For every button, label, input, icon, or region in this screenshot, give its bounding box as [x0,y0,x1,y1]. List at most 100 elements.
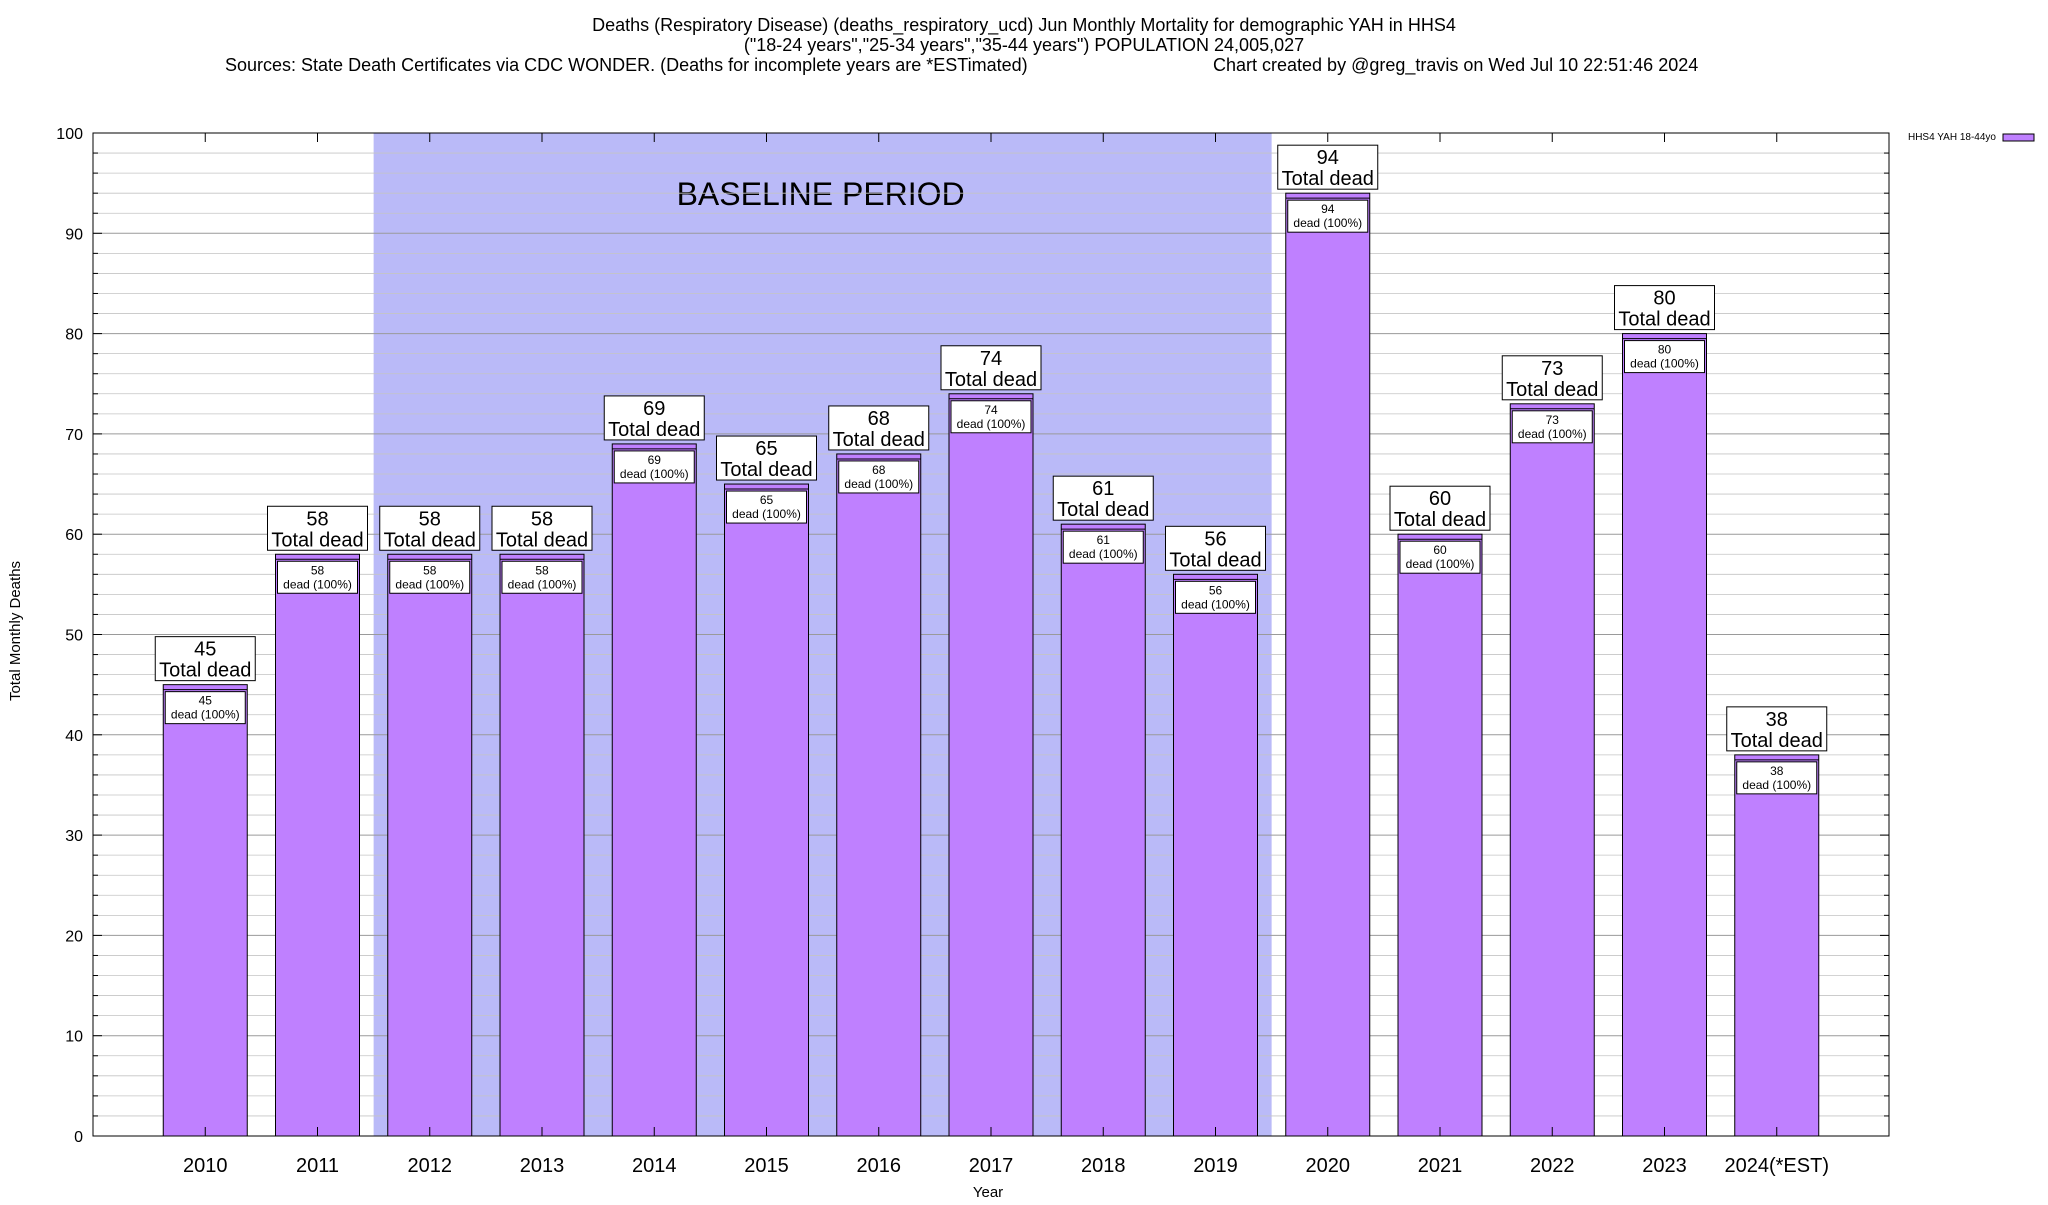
inner-label-box [1175,580,1256,614]
total-value-label: 74 [980,348,1002,370]
y-tick-label: 100 [56,126,83,143]
baseline-label: BASELINE PERIOD [677,176,965,212]
total-text-label: Total dead [384,529,476,551]
bar [1285,192,1371,1137]
total-value-label: 58 [419,508,441,530]
total-text-label: Total dead [496,529,588,551]
x-tick-label: 2019 [1193,1155,1238,1177]
inner-label-box [1624,340,1705,374]
x-tick-label: 2012 [408,1155,453,1177]
x-tick-label: 2023 [1642,1155,1687,1177]
inner-value-label: 73 [1546,413,1560,427]
legend-label: HHS4 YAH 18-44yo [1908,132,1996,143]
chart-title: Deaths (Respiratory Disease) (deaths_res… [592,15,1456,36]
total-text-label: Total dead [1169,549,1261,571]
total-value-label: 73 [1541,358,1563,380]
bar [387,553,473,1137]
bar [948,393,1034,1137]
inner-label-box [726,490,807,524]
x-tick-label: 2022 [1530,1155,1575,1177]
inner-percent-label: dead (100%) [1742,778,1811,792]
total-text-label: Total dead [159,660,251,682]
inner-value-label: 61 [1097,533,1111,547]
y-tick-label: 50 [65,628,83,645]
inner-percent-label: dead (100%) [1293,216,1362,230]
x-axis-label: Year [973,1184,1003,1200]
total-text-label: Total dead [271,529,363,551]
total-text-label: Total dead [608,419,700,441]
total-label-box [603,395,705,441]
total-text-label: Total dead [1506,379,1598,401]
inner-percent-label: dead (100%) [1181,597,1250,611]
chart-header: Deaths (Respiratory Disease) (deaths_res… [225,15,1698,76]
total-value-label: 38 [1766,709,1788,731]
total-value-label: 45 [194,639,216,661]
bar [162,684,248,1137]
inner-percent-label: dead (100%) [957,417,1026,431]
total-value-label: 56 [1204,528,1226,550]
inner-percent-label: dead (100%) [1630,357,1699,371]
inner-label-box [1511,410,1593,444]
chart-sources: Sources: State Death Certificates via CD… [225,55,1028,75]
x-tick-label: 2024(*EST) [1725,1155,1830,1177]
total-value-label: 65 [755,438,777,460]
total-label-box [716,435,817,481]
y-tick-label: 90 [65,226,83,243]
bar [1734,754,1820,1137]
bar [1509,403,1595,1137]
total-label-box [154,636,256,682]
chart-subtitle: ("18-24 years","25-34 years","35-44 year… [744,35,1304,55]
x-tick-label: 2020 [1306,1155,1351,1177]
total-value-label: 58 [531,508,553,530]
inner-value-label: 68 [872,463,886,477]
inner-value-label: 38 [1770,764,1784,778]
inner-percent-label: dead (100%) [1518,427,1587,441]
bar [1397,533,1483,1137]
total-text-label: Total dead [720,459,812,481]
inner-value-label: 80 [1658,343,1672,357]
total-label-box [1389,485,1491,531]
bar [836,453,922,1137]
inner-value-label: 58 [423,563,437,577]
inner-percent-label: dead (100%) [283,577,352,591]
total-value-label: 60 [1429,488,1451,510]
legend: HHS4 YAH 18-44yo [1908,132,2035,143]
inner-value-label: 65 [760,493,774,507]
total-label-box [1726,706,1828,752]
inner-value-label: 45 [199,694,213,708]
y-tick-label: 70 [65,427,83,444]
x-tick-label: 2011 [296,1155,339,1177]
inner-label-box [1287,199,1369,233]
axes: 0 10 20 30 40 50 60 70 80 90 100 2010 2011 2012 2013 20… [56,126,1889,1177]
inner-label-box [1062,530,1144,564]
bar [724,483,809,1137]
total-label-box [1165,525,1266,571]
x-tick-label: 2010 [183,1155,228,1177]
total-value-label: 58 [306,508,328,530]
total-text-label: Total dead [945,369,1037,391]
total-value-label: 68 [868,408,890,430]
legend-swatch [2002,133,2035,142]
inner-value-label: 74 [984,403,998,417]
total-label-box [491,505,593,551]
bar [275,553,360,1137]
total-text-label: Total dead [1282,168,1374,190]
x-tick-label: 2021 [1418,1155,1463,1177]
y-tick-label: 60 [65,527,83,544]
chart-credit: Chart created by @greg_travis on Wed Jul… [1213,55,1698,76]
inner-label-box [950,400,1032,434]
total-label-box [267,505,368,551]
inner-value-label: 69 [648,453,662,467]
inner-label-box [277,560,358,594]
inner-percent-label: dead (100%) [844,477,913,491]
y-tick-label: 20 [65,928,83,945]
y-tick-label: 30 [65,828,83,845]
total-label-box [828,405,930,451]
inner-percent-label: dead (100%) [508,577,577,591]
inner-percent-label: dead (100%) [732,507,801,521]
total-label-box [1277,144,1379,190]
bar [1060,523,1146,1137]
y-tick-label: 10 [65,1029,83,1046]
